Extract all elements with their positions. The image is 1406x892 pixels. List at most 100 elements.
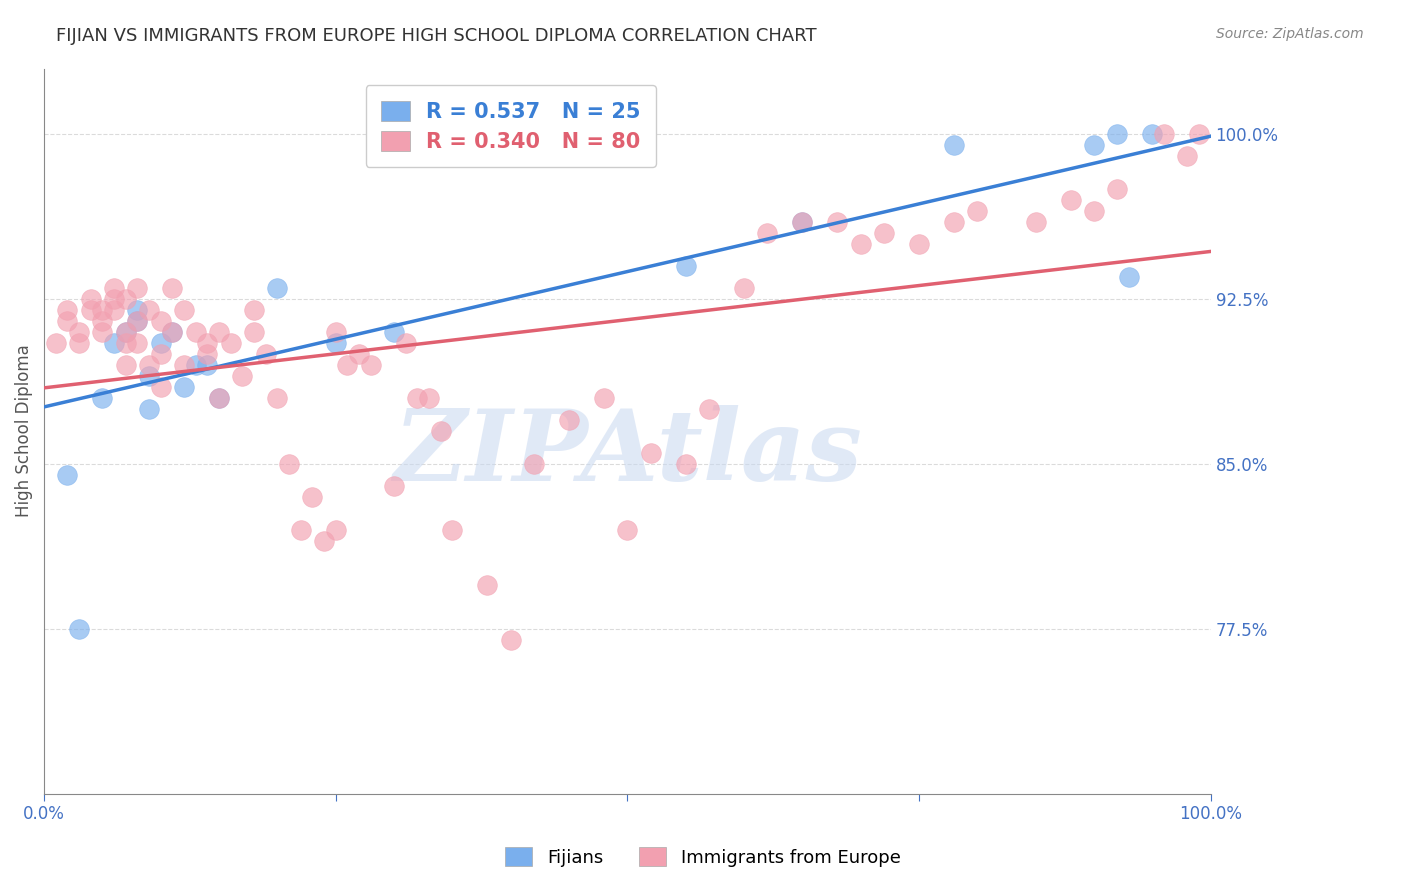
Point xyxy=(477,578,499,592)
Text: ZIPAtlas: ZIPAtlas xyxy=(392,405,862,501)
Point xyxy=(149,314,172,328)
Point xyxy=(219,336,242,351)
Point xyxy=(127,314,149,328)
Point xyxy=(162,325,184,339)
Point xyxy=(943,138,966,153)
Point xyxy=(325,336,347,351)
Point xyxy=(312,533,335,548)
Point xyxy=(1175,149,1198,163)
Point xyxy=(792,215,814,229)
Point xyxy=(243,325,266,339)
Point xyxy=(849,237,872,252)
Point xyxy=(733,281,755,295)
Point xyxy=(149,336,172,351)
Point xyxy=(266,391,288,405)
Point xyxy=(1083,138,1105,153)
Point xyxy=(127,336,149,351)
Point xyxy=(1083,204,1105,219)
Point xyxy=(114,325,136,339)
Point xyxy=(336,358,359,372)
Point xyxy=(103,281,125,295)
Point xyxy=(1107,182,1129,196)
Point xyxy=(1142,128,1164,142)
Point xyxy=(45,336,67,351)
Point xyxy=(103,292,125,306)
Point xyxy=(873,227,896,241)
Point xyxy=(56,468,79,483)
Point xyxy=(208,391,231,405)
Point xyxy=(1060,194,1083,208)
Point xyxy=(173,358,195,372)
Point xyxy=(395,336,418,351)
Point xyxy=(943,215,966,229)
Point xyxy=(499,632,522,647)
Point xyxy=(127,281,149,295)
Point xyxy=(56,314,79,328)
Legend: Fijians, Immigrants from Europe: Fijians, Immigrants from Europe xyxy=(498,840,908,874)
Point xyxy=(91,325,114,339)
Point xyxy=(149,347,172,361)
Point xyxy=(429,424,451,438)
Point xyxy=(197,347,219,361)
Point xyxy=(162,325,184,339)
Point xyxy=(103,336,125,351)
Point xyxy=(67,325,90,339)
Point xyxy=(67,336,90,351)
Point xyxy=(908,237,931,252)
Point xyxy=(114,292,136,306)
Point xyxy=(1107,128,1129,142)
Point xyxy=(197,358,219,372)
Point xyxy=(325,523,347,537)
Point xyxy=(675,457,697,471)
Point xyxy=(114,325,136,339)
Point xyxy=(1118,270,1140,285)
Point xyxy=(127,303,149,318)
Point xyxy=(67,622,90,636)
Point xyxy=(301,490,323,504)
Point xyxy=(675,260,697,274)
Point xyxy=(138,303,160,318)
Point xyxy=(792,215,814,229)
Point xyxy=(138,358,160,372)
Point xyxy=(91,303,114,318)
Point xyxy=(593,391,616,405)
Legend: R = 0.537   N = 25, R = 0.340   N = 80: R = 0.537 N = 25, R = 0.340 N = 80 xyxy=(366,86,655,168)
Point xyxy=(231,369,253,384)
Point xyxy=(114,358,136,372)
Point xyxy=(254,347,277,361)
Point xyxy=(827,215,849,229)
Y-axis label: High School Diploma: High School Diploma xyxy=(15,344,32,517)
Text: FIJIAN VS IMMIGRANTS FROM EUROPE HIGH SCHOOL DIPLOMA CORRELATION CHART: FIJIAN VS IMMIGRANTS FROM EUROPE HIGH SC… xyxy=(56,27,817,45)
Point xyxy=(138,369,160,384)
Point xyxy=(360,358,382,372)
Point xyxy=(56,303,79,318)
Point xyxy=(406,391,429,405)
Point xyxy=(162,281,184,295)
Point xyxy=(325,325,347,339)
Point xyxy=(756,227,779,241)
Point xyxy=(1188,128,1211,142)
Point xyxy=(91,314,114,328)
Point xyxy=(1153,128,1175,142)
Point xyxy=(278,457,301,471)
Point xyxy=(149,380,172,394)
Point xyxy=(208,325,231,339)
Point xyxy=(697,402,720,417)
Point xyxy=(290,523,312,537)
Point xyxy=(347,347,370,361)
Text: Source: ZipAtlas.com: Source: ZipAtlas.com xyxy=(1216,27,1364,41)
Point xyxy=(173,380,195,394)
Point xyxy=(966,204,988,219)
Point xyxy=(103,303,125,318)
Point xyxy=(382,325,405,339)
Point xyxy=(243,303,266,318)
Point xyxy=(197,336,219,351)
Point xyxy=(91,391,114,405)
Point xyxy=(173,303,195,318)
Point xyxy=(184,325,207,339)
Point xyxy=(523,457,546,471)
Point xyxy=(441,523,464,537)
Point xyxy=(138,402,160,417)
Point xyxy=(266,281,288,295)
Point xyxy=(1025,215,1047,229)
